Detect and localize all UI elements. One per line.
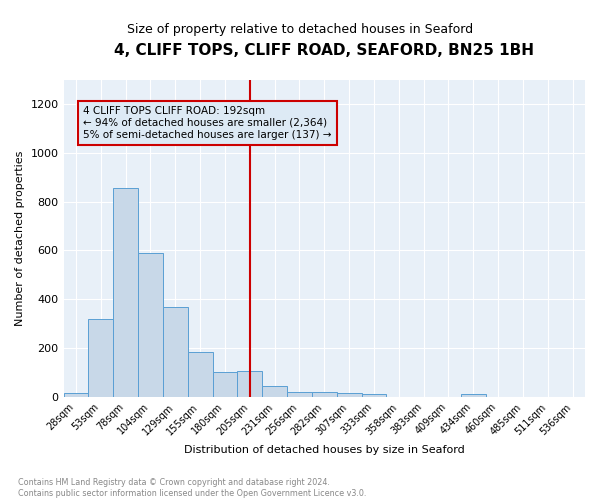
Bar xyxy=(312,392,337,397)
Text: 4 CLIFF TOPS CLIFF ROAD: 192sqm
← 94% of detached houses are smaller (2,364)
5% : 4 CLIFF TOPS CLIFF ROAD: 192sqm ← 94% of… xyxy=(83,106,332,140)
Bar xyxy=(337,392,362,397)
Bar xyxy=(188,352,212,397)
Bar xyxy=(212,372,238,397)
X-axis label: Distribution of detached houses by size in Seaford: Distribution of detached houses by size … xyxy=(184,445,464,455)
Bar xyxy=(113,188,138,397)
Bar xyxy=(138,253,163,397)
Bar xyxy=(163,306,188,397)
Y-axis label: Number of detached properties: Number of detached properties xyxy=(15,150,25,326)
Text: Size of property relative to detached houses in Seaford: Size of property relative to detached ho… xyxy=(127,22,473,36)
Title: 4, CLIFF TOPS, CLIFF ROAD, SEAFORD, BN25 1BH: 4, CLIFF TOPS, CLIFF ROAD, SEAFORD, BN25… xyxy=(114,42,534,58)
Bar xyxy=(362,394,386,397)
Bar xyxy=(262,386,287,397)
Text: Contains HM Land Registry data © Crown copyright and database right 2024.
Contai: Contains HM Land Registry data © Crown c… xyxy=(18,478,367,498)
Bar xyxy=(238,372,262,397)
Bar xyxy=(461,394,485,397)
Bar xyxy=(64,393,88,397)
Bar xyxy=(287,392,312,397)
Bar xyxy=(88,319,113,397)
